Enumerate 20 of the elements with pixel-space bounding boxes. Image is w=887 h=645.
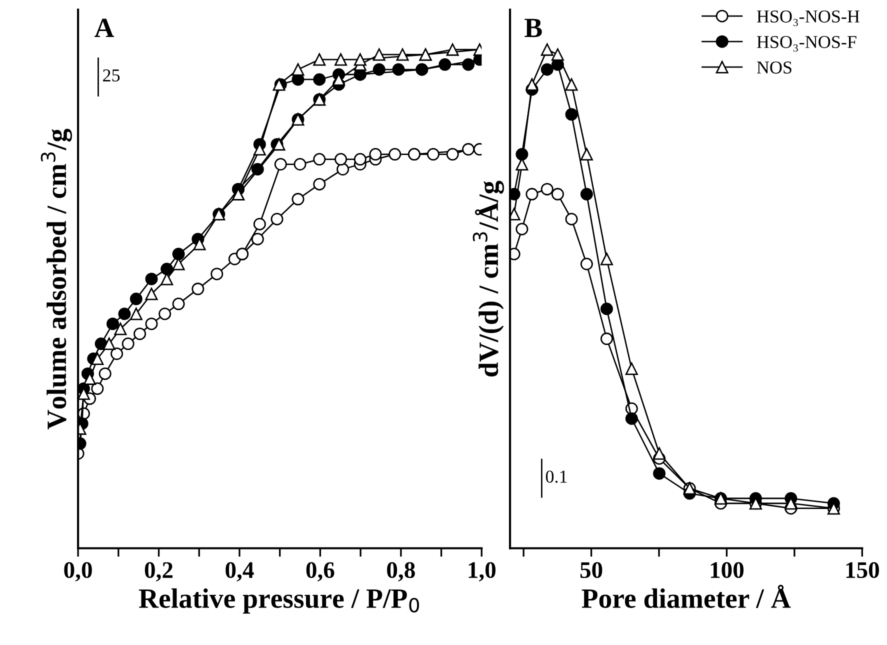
x-tick-label: 0,6 [306,562,334,582]
chart-title: B [524,18,542,38]
x-tick-label: 150 [846,562,879,578]
y-axis-title: Volume adsorbed / cm$^{3}$/g [40,128,72,430]
x-axis-title: Relative pressure / P/P$_{0}$ [138,588,420,614]
annotation: 25 [103,69,120,82]
y-axis-title: dV/(d) / cm$^{3}$/Å/g [472,180,504,376]
x-tick-label: 50 [580,562,602,578]
annotation: 0.1 [546,470,567,483]
x-tick-label: 0,4 [226,562,254,582]
legend-label: NOS [756,61,792,74]
legend-label: HSO₃-NOS-F [756,36,856,52]
x-tick-label: 100 [710,562,744,578]
x-tick-label: 1,0 [468,562,496,582]
x-tick-label: 0,8 [387,562,415,582]
chart-title: A [94,18,114,38]
x-axis-title: Pore diameter / Å [582,584,791,608]
x-tick-label: 0,2 [144,562,173,582]
x-tick-label: 0,0 [64,562,92,582]
legend-label: HSO₃-NOS-H [756,10,860,26]
